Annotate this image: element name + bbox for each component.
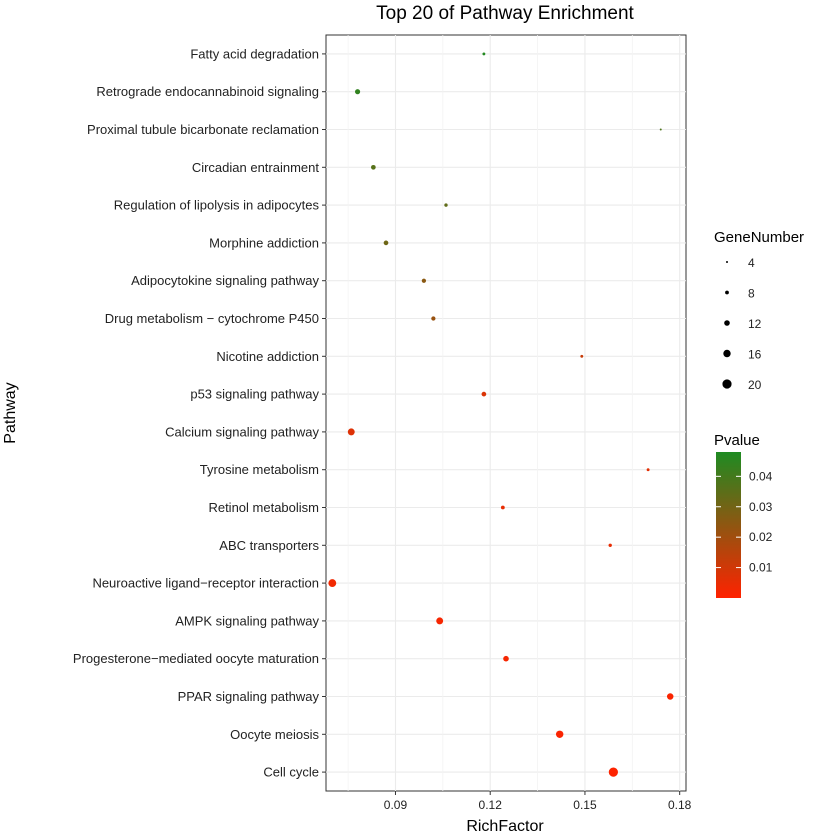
pvalue-legend-title: Pvalue (714, 432, 760, 449)
pvalue-legend: Pvalue 0.04 0.03 0.02 0.01 (714, 432, 773, 598)
y-tick-label: Calcium signaling pathway (165, 424, 319, 439)
size-legend-label: 20 (748, 378, 762, 392)
gene-number-legend: GeneNumber 4 8 12 16 20 (714, 229, 804, 392)
y-tick-label: Progesterone−mediated oocyte maturation (73, 651, 319, 666)
data-point (503, 655, 509, 662)
data-point (659, 128, 662, 131)
size-legend-dot (722, 379, 732, 389)
size-legend-dot (724, 320, 730, 326)
size-legend-dot (723, 349, 731, 358)
data-point (371, 164, 376, 170)
y-axis-title: Pathway (2, 382, 19, 443)
x-tick-label: 0.09 (384, 798, 408, 812)
data-point (383, 240, 389, 246)
y-tick-label: Neuroactive ligand−receptor interaction (92, 576, 319, 591)
data-point (328, 579, 337, 588)
y-tick-label: Retrograde endocannabinoid signaling (96, 84, 319, 99)
size-legend-label: 8 (748, 287, 755, 301)
size-legend-dot (725, 290, 729, 295)
data-point (421, 278, 427, 283)
y-tick-label: Adipocytokine signaling pathway (131, 273, 319, 288)
data-point (608, 543, 612, 547)
colorbar-label: 0.01 (749, 561, 773, 575)
data-point (666, 693, 674, 700)
colorbar-label: 0.04 (749, 469, 773, 483)
y-tick-label: Tyrosine metabolism (200, 462, 319, 477)
y-tick-label: PPAR signaling pathway (178, 689, 320, 704)
size-legend-dot (726, 261, 728, 263)
y-tick-label: p53 signaling pathway (190, 387, 319, 402)
data-point (646, 468, 650, 472)
y-tick-label: Regulation of lipolysis in adipocytes (114, 198, 320, 213)
y-tick-label: Retinol metabolism (208, 500, 319, 515)
data-point (436, 617, 444, 625)
x-tick-label: 0.12 (479, 798, 503, 812)
y-tick-label: Morphine addiction (209, 235, 319, 250)
y-tick-label: Nicotine addiction (216, 349, 319, 364)
x-tick-label: 0.18 (668, 798, 692, 812)
data-points (328, 52, 674, 777)
x-axis-labels: 0.09 0.12 0.15 0.18 (384, 791, 692, 812)
data-point (608, 767, 618, 777)
data-point (580, 354, 584, 358)
y-tick-label: Fatty acid degradation (190, 46, 319, 61)
chart-title: Top 20 of Pathway Enrichment (376, 3, 634, 24)
y-tick-label: Oocyte meiosis (230, 727, 319, 742)
size-legend-label: 16 (748, 348, 762, 362)
y-tick-label: ABC transporters (219, 538, 319, 553)
pvalue-colorbar (716, 452, 741, 598)
x-tick-label: 0.15 (573, 798, 597, 812)
grid-lines (326, 35, 686, 791)
data-point (481, 391, 487, 397)
y-tick-label: Circadian entrainment (192, 160, 320, 175)
plot-panel (325, 34, 687, 792)
y-tick-label: AMPK signaling pathway (175, 613, 319, 628)
colorbar-label: 0.02 (749, 530, 773, 544)
data-point (444, 203, 448, 207)
x-axis-title: RichFactor (466, 818, 544, 835)
gene-number-legend-title: GeneNumber (714, 229, 804, 246)
colorbar-label: 0.03 (749, 500, 773, 514)
y-tick-label: Cell cycle (263, 765, 319, 780)
y-tick-label: Proximal tubule bicarbonate reclamation (87, 122, 319, 137)
data-point (555, 730, 564, 738)
size-legend-label: 12 (748, 317, 762, 331)
data-point (500, 505, 505, 510)
y-tick-label: Drug metabolism − cytochrome P450 (105, 311, 319, 326)
data-point (431, 316, 436, 321)
data-point (347, 428, 355, 436)
data-point (355, 89, 361, 95)
y-axis-labels: Fatty acid degradation Retrograde endocan… (73, 46, 326, 780)
data-point (482, 52, 486, 56)
size-legend-label: 4 (748, 256, 755, 270)
